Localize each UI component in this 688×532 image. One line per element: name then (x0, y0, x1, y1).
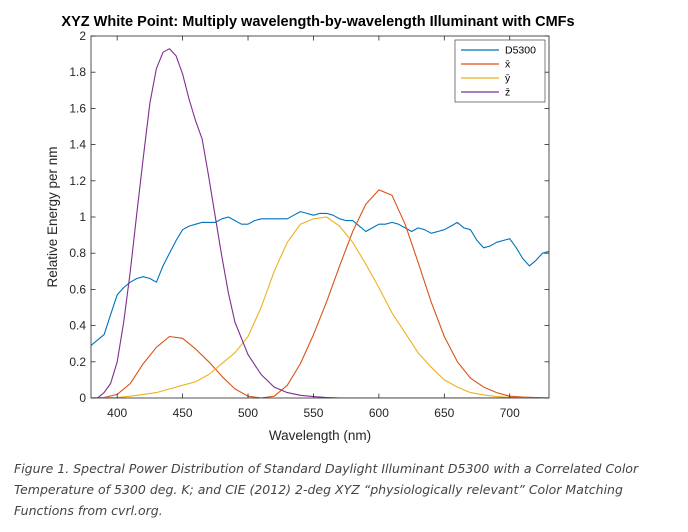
y-tick-label: 1.2 (69, 174, 86, 188)
y-tick-label: 0.6 (69, 282, 86, 296)
legend: D5300 x̄ ȳ z̄ (454, 39, 546, 103)
y-axis-label: Relative Energy per nm (45, 146, 60, 287)
x-tick-label: 700 (500, 406, 520, 420)
x-tick-label: 550 (303, 406, 323, 420)
x-tick-label: 600 (369, 406, 389, 420)
legend-label-3: ȳ (505, 73, 511, 85)
legend-label-1: D5300 (505, 45, 536, 57)
figure-caption: Figure 1. Spectral Power Distribution of… (14, 461, 639, 518)
y-tick-label: 1 (79, 210, 86, 224)
y-tick-label: 0 (79, 391, 86, 405)
series-line-4 (91, 48, 549, 398)
y-tick-label: 0.4 (69, 319, 86, 333)
series-line-1 (91, 211, 549, 346)
y-tick-label: 2 (79, 29, 86, 43)
y-tick-label: 1.6 (69, 101, 86, 115)
y-tick-label: 1.8 (69, 65, 86, 79)
x-tick-label: 400 (107, 406, 127, 420)
y-tick-label: 0.8 (69, 246, 86, 260)
legend-label-4: z̄ (505, 87, 510, 99)
chart-title: XYZ White Point: Multiply wavelength-by-… (61, 14, 574, 30)
x-tick-label: 450 (173, 406, 193, 420)
axes: 400 450 500 550 600 650 700 0 0.2 0.4 0.6 0.8 1 1.2 1.… (69, 29, 550, 420)
chart-figure: XYZ White Point: Multiply wavelength-by-… (45, 14, 575, 443)
y-tick-label: 0.2 (69, 355, 86, 369)
x-axis-label: Wavelength (nm) (269, 428, 371, 443)
y-tick-label: 1.4 (69, 138, 86, 152)
series-line-2 (91, 189, 549, 398)
x-tick-label: 650 (434, 406, 454, 420)
x-tick-label: 500 (238, 406, 258, 420)
legend-label-2: x̄ (505, 59, 511, 71)
series-line-3 (91, 216, 549, 398)
